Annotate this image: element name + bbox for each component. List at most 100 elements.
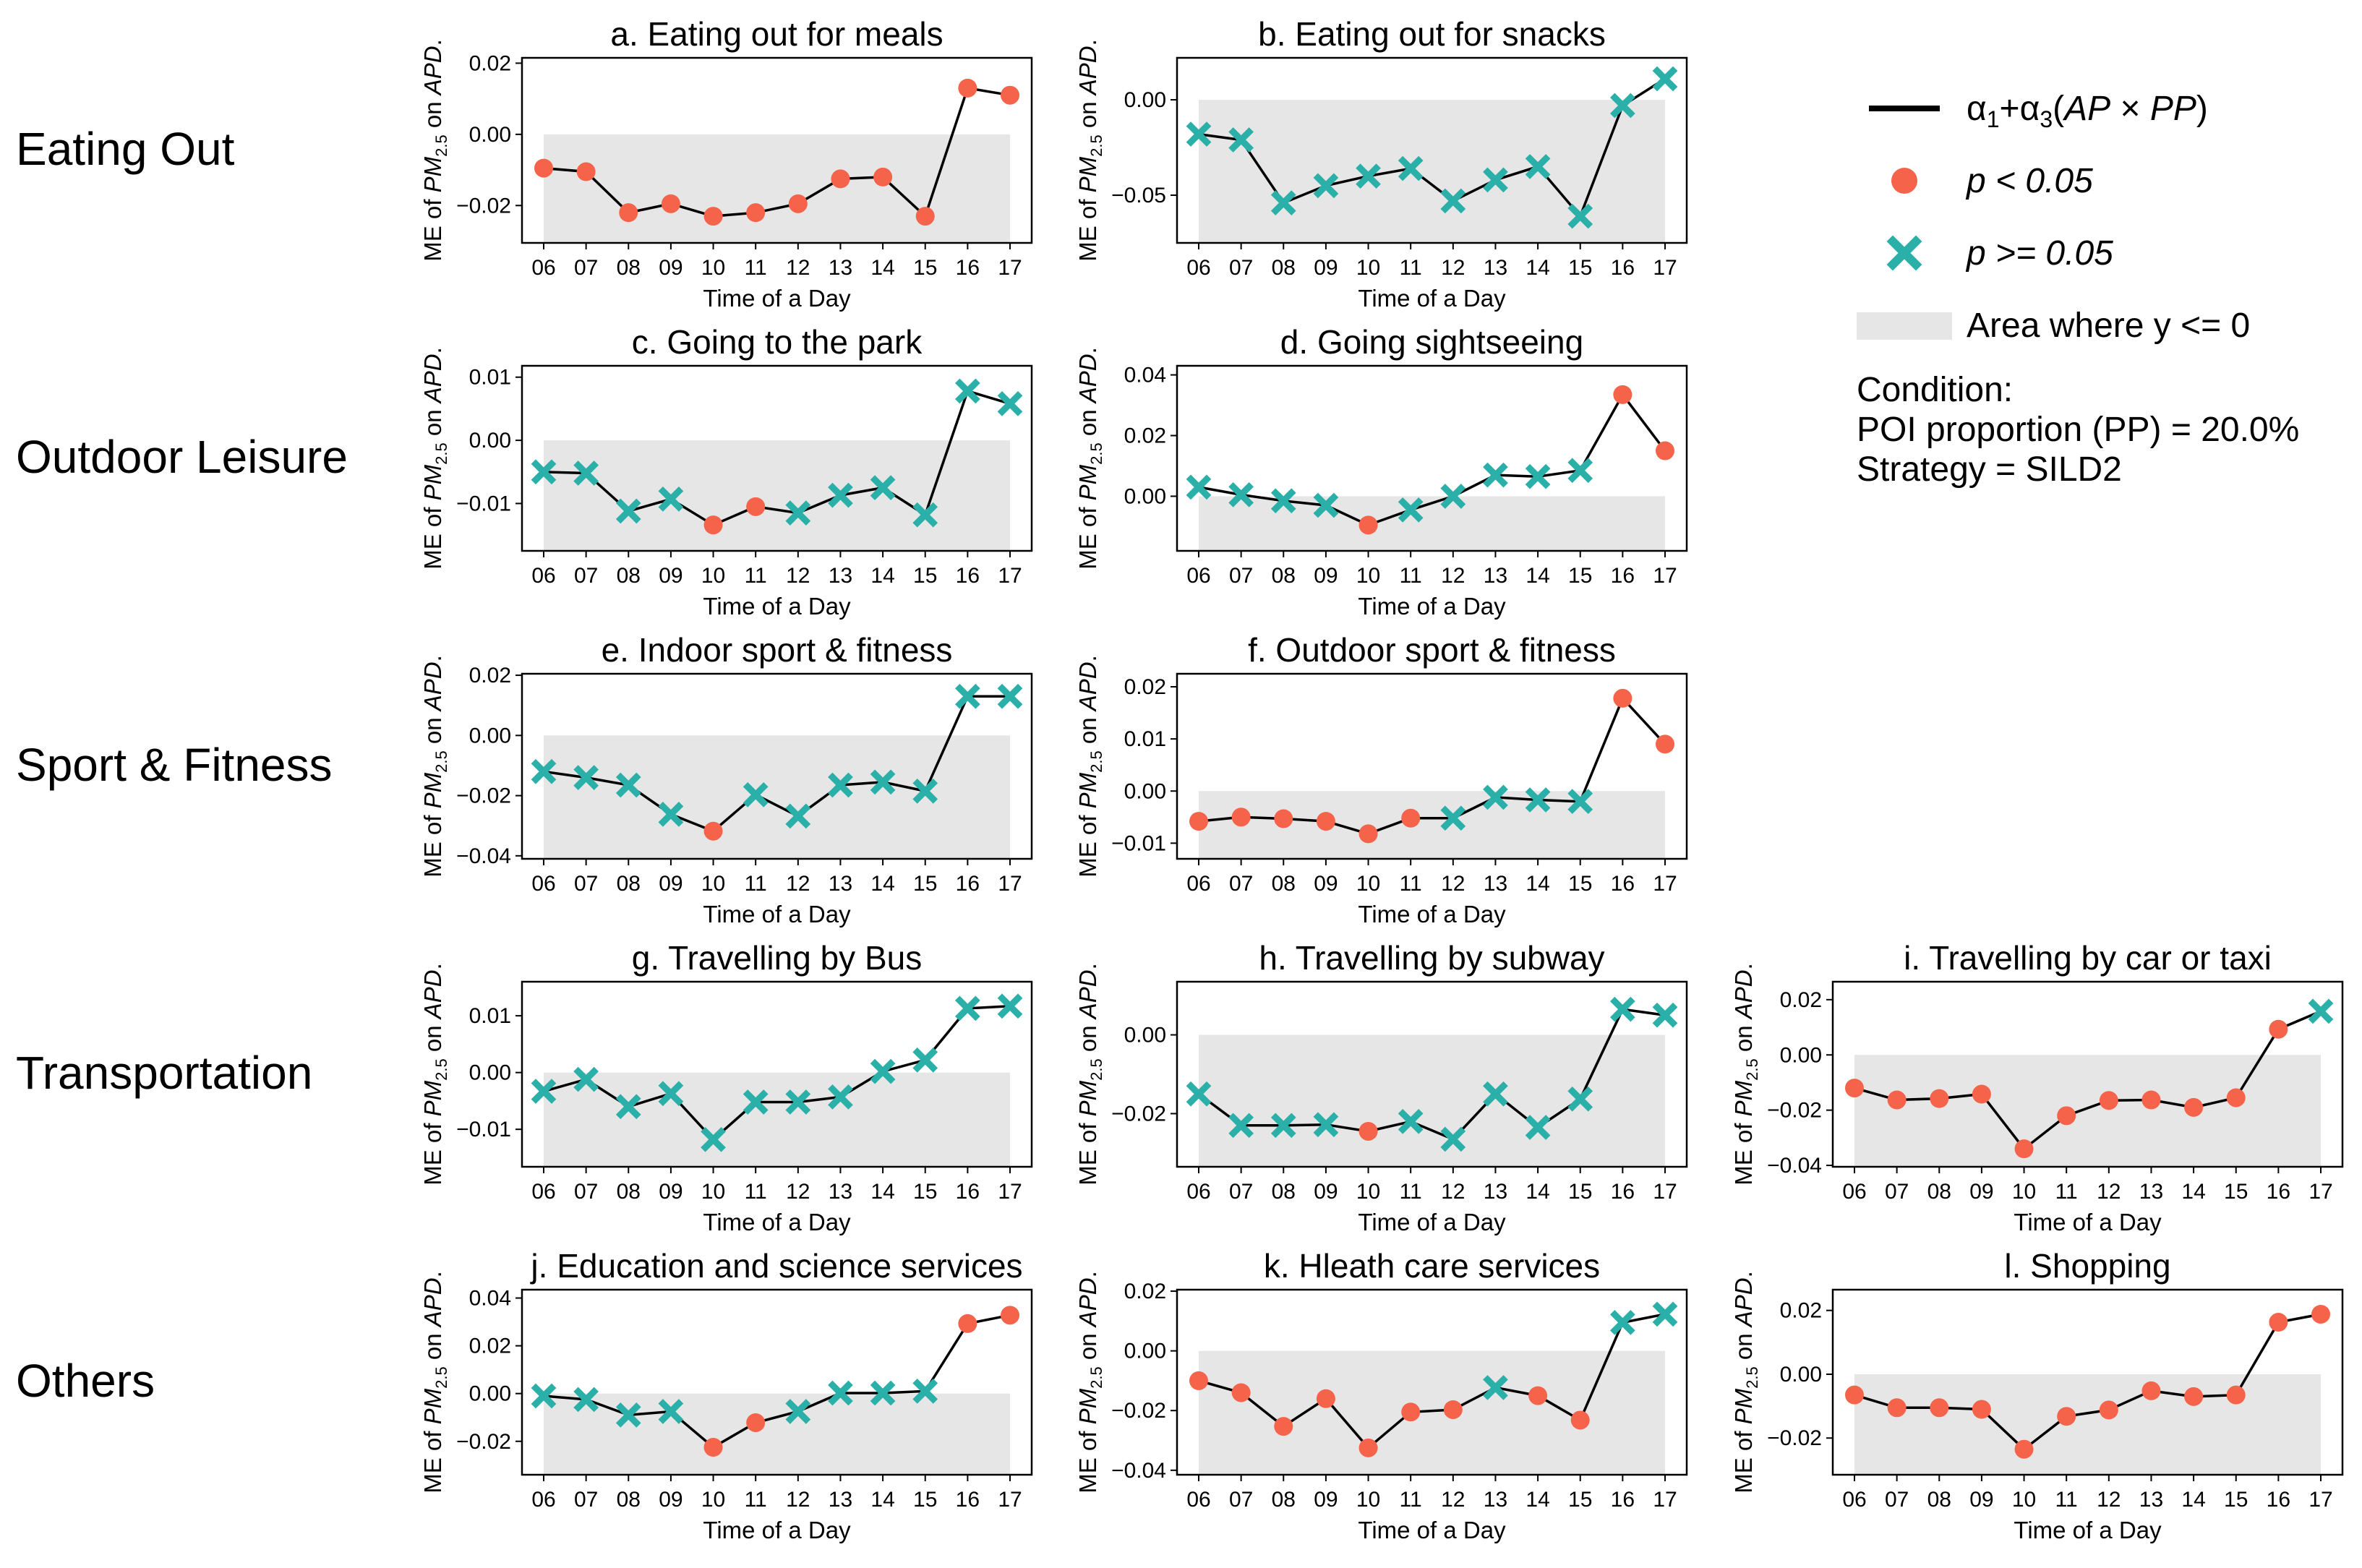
y-tick-label: −0.01 (456, 492, 511, 515)
x-tick-label: 14 (1526, 1488, 1549, 1512)
x-axis-label: Time of a Day (1358, 901, 1506, 927)
legend-line-label: α1+α3(AP × PP) (1967, 90, 2208, 132)
y-axis-label: ME of PM2.5 on APD. (1074, 347, 1105, 570)
x-tick-label: 14 (870, 256, 894, 280)
data-point-not-significant (1483, 167, 1508, 193)
x-tick-label: 10 (1356, 872, 1380, 896)
data-point-significant (1656, 441, 1674, 460)
x-tick-label: 12 (786, 872, 810, 896)
y-axis-label: ME of PM2.5 on APD. (1074, 1271, 1105, 1494)
y-tick-label: 0.00 (469, 123, 511, 147)
y-axis-label: ME of PM2.5 on APD. (419, 963, 450, 1186)
y-tick-label: 0.01 (1124, 727, 1166, 751)
data-point-not-significant (1567, 458, 1593, 484)
data-point-not-significant (573, 1066, 599, 1092)
data-point-significant (1274, 1417, 1293, 1436)
x-tick-label: 13 (829, 1488, 852, 1512)
data-point-significant (915, 207, 935, 226)
data-point-not-significant (1652, 66, 1678, 92)
panel-i: i. Travelling by car or taxi 06 07 08 09 10 11… (1730, 939, 2344, 1235)
y-label-part: PM (419, 1080, 446, 1116)
x-tick-label: 12 (1441, 1180, 1465, 1204)
y-axis-label: ME of PM2.5 on APD. (419, 39, 450, 262)
x-axis-label: Time of a Day (703, 1209, 851, 1235)
data-point-not-significant (1313, 1112, 1339, 1138)
data-point-significant (2057, 1407, 2076, 1426)
data-point-significant (2141, 1381, 2161, 1400)
x-tick-label: 12 (786, 1488, 810, 1512)
y-label-part: . (419, 963, 446, 969)
y-tick-label: 0.02 (1124, 675, 1166, 699)
x-tick-label: 13 (2139, 1488, 2163, 1512)
x-tick-label: 11 (1400, 1488, 1422, 1512)
x-tick-label: 09 (1314, 256, 1338, 280)
data-point-not-significant (828, 1380, 853, 1406)
x-axis-label: Time of a Day (1358, 593, 1506, 620)
panel-b: b. Eating out for snacks 06 07 08 09 10 11 12 13… (1074, 15, 1688, 312)
data-point-significant (958, 78, 977, 98)
data-point-significant (2099, 1400, 2118, 1420)
x-tick-label: 14 (1526, 1180, 1549, 1204)
x-tick-label: 06 (1186, 564, 1210, 588)
data-point-significant (1316, 1389, 1335, 1408)
data-point-significant (2226, 1385, 2246, 1405)
data-point-significant (703, 515, 723, 535)
data-point-not-significant (1398, 155, 1424, 181)
y-label-part: . (1074, 39, 1101, 46)
x-tick-label: 15 (913, 1488, 937, 1512)
x-tick-label: 16 (1611, 1180, 1635, 1204)
x-tick-label: 17 (1653, 1180, 1677, 1204)
y-label-part: . (1730, 1271, 1757, 1277)
data-point-significant (2099, 1091, 2118, 1110)
data-point-significant (2184, 1387, 2204, 1406)
y-axis-label: ME of PM2.5 on APD. (1074, 655, 1105, 878)
x-tick-label: 06 (1842, 1488, 1866, 1512)
x-tick-label: 13 (1484, 256, 1507, 280)
data-point-significant (1528, 1386, 1548, 1405)
x-axis-label: Time of a Day (2014, 1209, 2162, 1235)
y-label-part: . (1074, 1271, 1101, 1277)
y-label-part: PM (1074, 156, 1101, 192)
y-tick-label: −0.04 (1111, 1459, 1166, 1483)
x-tick-label: 12 (2097, 1180, 2121, 1204)
data-point-not-significant (1440, 188, 1466, 214)
x-tick-label: 08 (617, 1488, 641, 1512)
x-tick-label: 12 (1441, 256, 1465, 280)
y-tick-label: −0.02 (456, 194, 511, 218)
data-point-significant (1401, 1402, 1421, 1422)
negative-area (544, 1393, 1010, 1475)
data-point-significant (2014, 1439, 2034, 1459)
data-point-significant (1613, 385, 1633, 404)
x-tick-label: 17 (998, 564, 1022, 588)
data-point-not-significant (954, 995, 980, 1021)
y-label-part: ME of (1074, 1116, 1101, 1185)
data-point-not-significant (658, 486, 684, 512)
x-tick-label: 07 (1229, 256, 1253, 280)
y-label-part: ME of (1074, 500, 1101, 569)
y-tick-label: 0.00 (1124, 779, 1166, 803)
panel-d: d. Going sightseeing 06 07 08 09 10 11 12 13 14 15… (1074, 323, 1688, 620)
y-label-part: PM (1074, 1388, 1101, 1424)
y-label-part: ME of (419, 500, 446, 569)
x-tick-label: 13 (1484, 1488, 1507, 1512)
x-tick-label: 15 (913, 1180, 937, 1204)
data-point-significant (1316, 812, 1335, 831)
data-point-significant (1930, 1398, 1949, 1418)
x-tick-label: 12 (1441, 564, 1465, 588)
y-tick-label: 0.00 (1124, 1340, 1166, 1363)
x-tick-label: 09 (659, 1488, 683, 1512)
y-axis-label: ME of PM2.5 on APD. (1730, 1271, 1761, 1494)
x-tick-label: 13 (829, 872, 852, 896)
y-tick-label: −0.04 (456, 844, 511, 868)
data-point-not-significant (912, 502, 938, 528)
y-label-part: ME of (1074, 808, 1101, 877)
x-tick-label: 07 (1229, 872, 1253, 896)
legend-condition-strategy: Strategy = SILD2 (1857, 450, 2122, 489)
x-tick-label: 12 (786, 1180, 810, 1204)
data-point-not-significant (1270, 488, 1296, 514)
data-point-not-significant (615, 1094, 641, 1120)
x-tick-label: 09 (1314, 872, 1338, 896)
y-label-part: ME of (1730, 1116, 1757, 1185)
x-tick-label: 07 (574, 564, 598, 588)
